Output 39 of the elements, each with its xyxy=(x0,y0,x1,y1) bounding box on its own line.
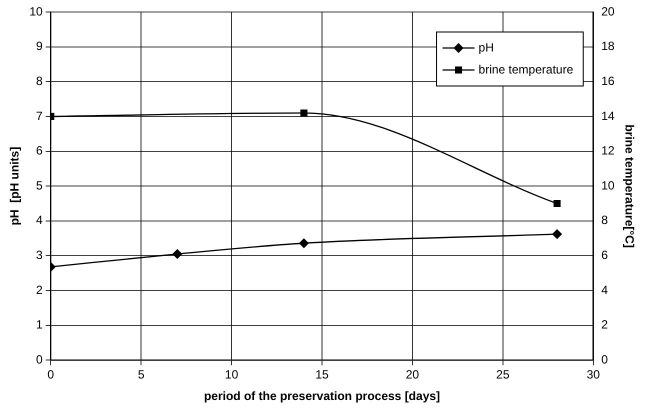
point xyxy=(172,249,182,259)
x-tick-label: 30 xyxy=(586,368,600,382)
x-tick-label: 20 xyxy=(406,368,420,382)
y-tick-label: 9 xyxy=(36,39,44,54)
y2-tick-label: 0 xyxy=(601,352,608,367)
legend-label: brine temperature xyxy=(478,62,574,76)
y2-tick-label: 10 xyxy=(601,178,615,192)
point xyxy=(300,109,308,117)
y2-tick-label: 4 xyxy=(601,282,608,297)
y-tick-label: 2 xyxy=(36,282,44,297)
y2-tick-label: 2 xyxy=(601,318,608,332)
y2-tick-label: 18 xyxy=(601,39,615,54)
y-tick-label: 1 xyxy=(36,318,44,332)
point xyxy=(552,229,562,240)
y2-tick-label: 6 xyxy=(601,248,608,262)
point xyxy=(298,238,309,248)
x-tick-label: 5 xyxy=(138,368,145,382)
y-tick-label: 5 xyxy=(36,178,44,192)
y2-tick-label: 20 xyxy=(601,4,615,18)
y2-axis-title: brine temperature[°C] xyxy=(622,124,636,248)
y2-tick-label: 16 xyxy=(601,74,615,88)
y2-tick-label: 14 xyxy=(601,108,615,123)
y-tick-label: 8 xyxy=(36,74,44,88)
x-tick-label: 15 xyxy=(315,368,329,382)
y2-tick-label: 8 xyxy=(601,213,608,228)
y2-tick-label: 12 xyxy=(601,144,615,158)
x-tick-label: 25 xyxy=(496,368,510,382)
y-tick-label: 6 xyxy=(36,144,44,158)
x-axis-title: period of the preservation process [days] xyxy=(204,389,440,404)
y-tick-label: 3 xyxy=(36,248,44,262)
legend-label: pH xyxy=(478,40,494,54)
y-tick-label: 10 xyxy=(29,4,44,18)
x-tick-label: 10 xyxy=(224,368,239,382)
y-axis-title: pH [pH units] xyxy=(8,146,22,226)
point xyxy=(554,200,561,208)
y-tick-label: 4 xyxy=(36,213,44,228)
y-tick-label: 7 xyxy=(36,108,44,123)
x-tick-label: 0 xyxy=(47,368,54,382)
y-tick-label: 0 xyxy=(36,352,44,367)
